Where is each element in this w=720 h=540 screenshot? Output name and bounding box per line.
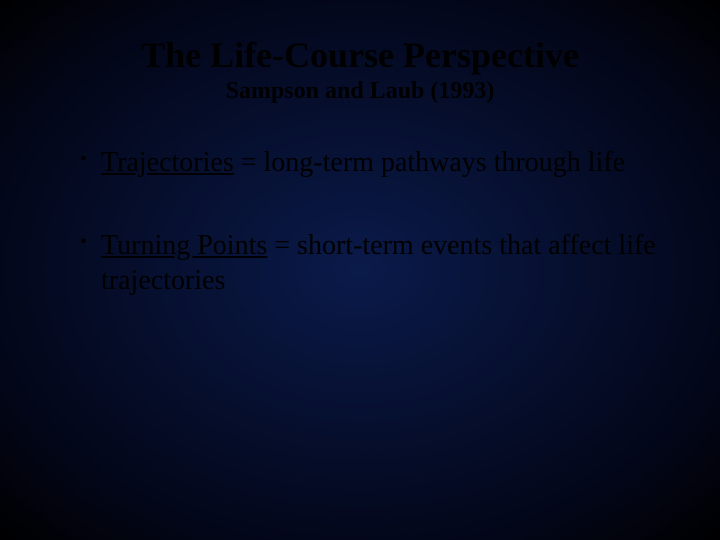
slide-title: The Life-Course Perspective	[60, 34, 660, 76]
list-item: • Trajectories = long-term pathways thro…	[80, 145, 660, 180]
bullet-text: Turning Points = short-term events that …	[101, 228, 660, 298]
bullet-icon: •	[80, 145, 87, 173]
bullet-icon: •	[80, 228, 87, 256]
slide-subtitle: Sampson and Laub (1993)	[60, 78, 660, 105]
bullet-definition: = long-term pathways through life	[234, 147, 625, 178]
bullet-list: • Trajectories = long-term pathways thro…	[60, 145, 660, 298]
bullet-term: Turning Points	[101, 230, 267, 261]
slide: The Life-Course Perspective Sampson and …	[0, 0, 720, 540]
bullet-text: Trajectories = long-term pathways throug…	[101, 145, 625, 180]
list-item: • Turning Points = short-term events tha…	[80, 228, 660, 298]
bullet-term: Trajectories	[101, 147, 234, 178]
